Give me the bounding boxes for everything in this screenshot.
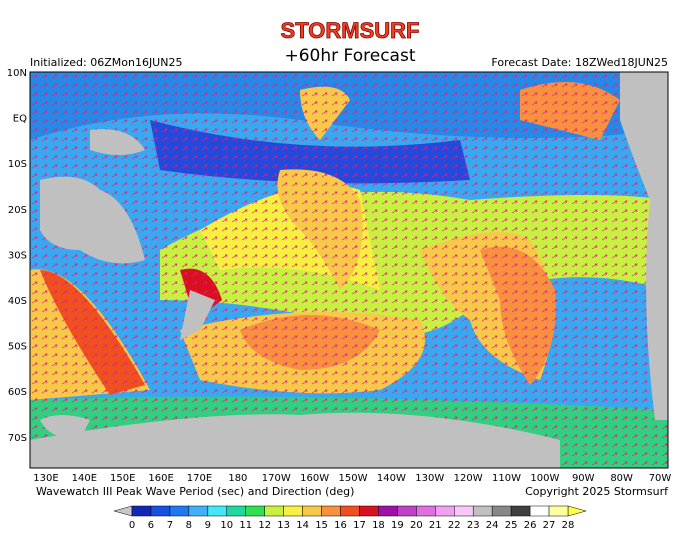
colorbar-cell: [378, 505, 398, 517]
colorbar-cell: [188, 505, 209, 517]
colorbar-label: 8: [186, 520, 192, 531]
colorbar-label: 13: [277, 520, 290, 531]
lon-label: 170W: [262, 473, 291, 484]
lat-labels: 10N EQ 10S 20S 30S 40S 50S 60S 70S: [7, 68, 27, 444]
forecast-date: Forecast Date: 18ZWed18JUN25: [491, 56, 668, 69]
colorbar-label: 19: [391, 520, 404, 531]
colorbar-cell: [397, 505, 417, 517]
lat-label: 10N: [7, 68, 27, 79]
brand: STORMSURF: [281, 18, 420, 43]
colorbar-cell: [283, 505, 303, 517]
colorbar-label: 16: [334, 520, 347, 531]
colorbar-cell: [491, 505, 512, 517]
lon-label: 70W: [649, 473, 672, 484]
colorbar-label: 18: [372, 520, 385, 531]
lat-label: 40S: [8, 296, 27, 307]
colorbar: 0 6 7 8 9 10 11 12 13 14 15 16 17 18 19 20 21 22 23 24 25 26 2…: [113, 505, 587, 531]
colorbar-label: 17: [353, 520, 366, 531]
colorbar-cell: [454, 505, 474, 517]
colorbar-cell: [226, 505, 246, 517]
colorbar-under: [113, 505, 133, 517]
colorbar-cell: [302, 505, 322, 517]
colorbar-cell: [264, 505, 284, 517]
colorbar-cell: [245, 505, 265, 517]
lat-label: 70S: [8, 433, 27, 444]
colorbar-label: 23: [467, 520, 480, 531]
colorbar-label: 7: [167, 520, 173, 531]
colorbar-label: 26: [524, 520, 537, 531]
colorbar-label: 14: [296, 520, 309, 531]
lat-label: 60S: [8, 387, 27, 398]
colorbar-label: 6: [148, 520, 154, 531]
lon-label: 130W: [415, 473, 444, 484]
colorbar-cell: [340, 505, 360, 517]
lon-label: 160W: [300, 473, 329, 484]
lon-label: 160E: [148, 473, 173, 484]
copyright: Copyright 2025 Stormsurf: [525, 485, 669, 498]
lon-label: 170E: [187, 473, 212, 484]
colorbar-cell: [207, 505, 228, 517]
colorbar-label: 12: [258, 520, 271, 531]
colorbar-label: 10: [220, 520, 233, 531]
colorbar-label: 24: [486, 520, 499, 531]
colorbar-label: 20: [410, 520, 423, 531]
lon-label: 110W: [492, 473, 521, 484]
colorbar-label: 28: [562, 520, 575, 531]
initialized: Initialized: 06ZMon16JUN25: [30, 56, 182, 69]
colorbar-label: 27: [543, 520, 556, 531]
lat-label: 30S: [8, 250, 27, 261]
caption: Wavewatch III Peak Wave Period (sec) and…: [36, 485, 354, 498]
lon-label: 120W: [454, 473, 483, 484]
colorbar-cell: [169, 505, 190, 517]
colorbar-label: 11: [239, 520, 252, 531]
colorbar-cell: [548, 505, 569, 517]
colorbar-cell: [435, 505, 455, 517]
lon-label: 150E: [110, 473, 135, 484]
map: [30, 72, 668, 468]
colorbar-cell: [150, 505, 171, 517]
title: +60hr Forecast: [285, 46, 416, 66]
lat-label: 10S: [8, 159, 27, 170]
colorbar-cell: [472, 505, 493, 517]
colorbar-cell: [131, 505, 152, 517]
lon-label: 90W: [572, 473, 595, 484]
map-frame: [29, 71, 669, 469]
colorbar-label: 21: [429, 520, 442, 531]
lon-label: 180: [228, 473, 247, 484]
colorbar-over: [567, 505, 587, 517]
lon-label: 140W: [377, 473, 406, 484]
lon-labels: 130E 140E 150E 160E 170E 180 170W 160W 150W 140W 1…: [33, 473, 671, 484]
lon-label: 80W: [610, 473, 633, 484]
colorbar-label: 9: [205, 520, 211, 531]
colorbar-label: 25: [505, 520, 518, 531]
lat-label: EQ: [13, 114, 27, 125]
colorbar-cell: [321, 505, 341, 517]
lon-label: 130E: [33, 473, 58, 484]
lon-label: 140E: [72, 473, 97, 484]
lat-label: 50S: [8, 342, 27, 353]
lat-label: 20S: [8, 205, 27, 216]
colorbar-cell: [529, 505, 550, 517]
colorbar-label: 15: [315, 520, 328, 531]
colorbar-cell: [416, 505, 436, 517]
colorbar-label: 0: [129, 520, 135, 531]
colorbar-label: 22: [448, 520, 461, 531]
lon-label: 150W: [339, 473, 368, 484]
colorbar-cell: [359, 505, 379, 517]
colorbar-cell: [510, 505, 531, 517]
lon-label: 100W: [530, 473, 559, 484]
